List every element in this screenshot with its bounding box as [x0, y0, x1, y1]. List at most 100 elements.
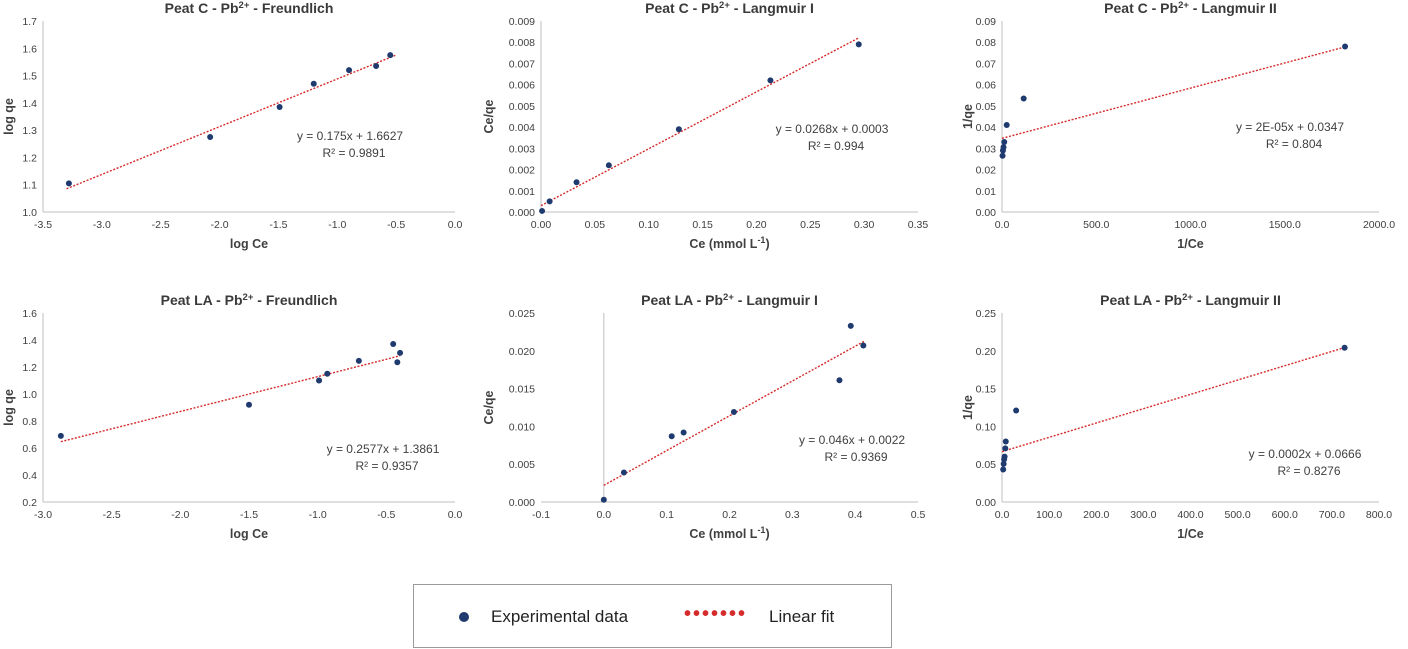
x-tick-label: 1500.0 [1269, 219, 1301, 231]
x-tick-label: 0.0 [995, 509, 1010, 521]
chart-panel-2: Peat C - Pb2+ - Langmuir I 0.00 0.05 0.10 0.… [482, 0, 928, 251]
fit-r-squared: R² = 0.9891 [322, 146, 385, 160]
chart-panel-1: Peat C - Pb2+ - Freundlich -3.5 -3.0 -2.5 -2… [2, 0, 462, 251]
chart-panel-4: Peat LA - Pb2+ - Freundlich -3.0 -2.5 -2.0 -… [2, 292, 462, 542]
y-tick-label: 1.4 [22, 335, 37, 347]
chart-title: Peat LA - Pb2+ - Freundlich [161, 292, 338, 309]
x-axis-label: Ce (mmol L-1) [689, 235, 769, 251]
legend-marker-dot [459, 612, 469, 622]
y-tick-label: 0.007 [509, 58, 535, 70]
data-point [675, 126, 682, 133]
x-tick-label: -3.0 [34, 509, 52, 521]
x-tick-label: 0.1 [659, 509, 674, 521]
y-tick-label: 0.05 [976, 459, 997, 471]
data-point [310, 80, 317, 87]
x-tick-label: 500.0 [1224, 509, 1250, 521]
data-point [668, 433, 675, 440]
x-axis-label: log Ce [230, 527, 268, 541]
legend-box: Experimental data ••••••• Linear fit [413, 584, 892, 648]
linear-fit-line [1001, 346, 1345, 453]
data-point [573, 179, 580, 186]
x-tick-label: 0.5 [911, 509, 926, 521]
x-tick-label: -2.5 [103, 509, 121, 521]
legend-label-experimental: Experimental data [491, 607, 629, 626]
x-tick-label: 600.0 [1272, 509, 1298, 521]
data-point [836, 377, 843, 384]
data-point [246, 401, 252, 408]
x-tick-label: 0.05 [585, 219, 606, 231]
data-point [276, 103, 283, 110]
x-tick-label: -1.0 [309, 509, 327, 521]
y-tick-label: 0.000 [509, 497, 535, 509]
fit-r-squared: R² = 0.8276 [1277, 464, 1340, 478]
x-tick-label: -2.0 [211, 219, 229, 231]
linear-fit-line [60, 355, 401, 443]
x-tick-label: 0.4 [848, 509, 863, 521]
legend-item-fit: ••••••• Linear fit [684, 603, 834, 627]
y-tick-label: 0.01 [976, 186, 997, 198]
y-tick-label: 0.20 [976, 346, 997, 358]
y-tick-label: 0.004 [509, 122, 535, 134]
legend-item-experimental: Experimental data [459, 607, 628, 627]
fit-r-squared: R² = 0.804 [1266, 137, 1323, 151]
y-tick-label: 0.04 [976, 122, 997, 134]
y-tick-label: 0.02 [976, 165, 997, 177]
x-tick-label: 400.0 [1177, 509, 1203, 521]
x-tick-label: -2.5 [152, 219, 170, 231]
y-tick-label: 0.002 [509, 165, 535, 177]
fit-equation: y = 0.0002x + 0.0666 [1249, 447, 1362, 461]
x-tick-label: -0.5 [387, 219, 405, 231]
x-tick-label: 0.35 [908, 219, 929, 231]
x-tick-label: -0.1 [532, 509, 550, 521]
data-point [860, 342, 867, 349]
x-tick-label: 0.00 [531, 219, 552, 231]
figure-svg: Peat C - Pb2+ - Freundlich -3.5 -3.0 -2.5 -2… [2, 0, 1395, 542]
fit-equation: y = 0.2577x + 1.3861 [327, 442, 440, 456]
y-tick-label: 1.6 [22, 43, 37, 55]
y-tick-label: 0.6 [22, 443, 37, 455]
y-tick-label: 1.1 [22, 180, 37, 192]
y-tick-label: 0.009 [509, 16, 535, 28]
x-tick-label: 0.25 [800, 219, 821, 231]
y-tick-label: 1.0 [22, 207, 37, 219]
data-point [1003, 121, 1010, 128]
y-axis-label: 1/qe [961, 395, 975, 420]
y-tick-label: 0.07 [976, 58, 997, 70]
chart-title: Peat LA - Pb2+ - Langmuir I [641, 292, 818, 309]
data-point [605, 162, 612, 169]
data-point [1000, 144, 1007, 151]
data-point [539, 207, 546, 214]
y-tick-label: 0.008 [509, 37, 535, 49]
x-tick-label: -3.0 [93, 219, 111, 231]
x-tick-label: 0.20 [746, 219, 767, 231]
x-tick-label: 0.0 [995, 219, 1010, 231]
x-tick-label: 0.2 [722, 509, 737, 521]
y-tick-label: 0.00 [976, 497, 997, 509]
data-point [1341, 344, 1348, 351]
chart-panel-6: Peat LA - Pb2+ - Langmuir II 0.0 100.0 200.… [961, 292, 1392, 542]
x-tick-label: 300.0 [1130, 509, 1156, 521]
data-point [999, 152, 1006, 159]
y-tick-label: 0.05 [976, 101, 997, 113]
data-point [600, 496, 607, 503]
x-tick-label: -0.5 [377, 509, 395, 521]
fit-equation: y = 0.175x + 1.6627 [297, 129, 403, 143]
y-tick-label: 0.8 [22, 416, 37, 428]
y-tick-label: 1.4 [22, 98, 37, 110]
legend-marker-dotted-line: ••••••• [684, 603, 748, 625]
data-point [730, 409, 737, 416]
data-point [65, 180, 72, 187]
y-tick-label: 0.001 [509, 186, 535, 198]
x-tick-label: 100.0 [1036, 509, 1062, 521]
data-point [207, 133, 214, 140]
x-tick-label: 200.0 [1083, 509, 1109, 521]
data-point [680, 429, 687, 436]
fit-r-squared: R² = 0.9357 [355, 459, 418, 473]
x-axis-label: 1/Ce [1177, 527, 1203, 541]
chart-title: Peat C - Pb2+ - Langmuir I [645, 0, 814, 16]
data-point [1001, 453, 1008, 460]
y-tick-label: 0.000 [509, 207, 535, 219]
data-point [394, 359, 401, 366]
data-point [847, 322, 854, 329]
y-tick-label: 0.020 [509, 346, 535, 358]
